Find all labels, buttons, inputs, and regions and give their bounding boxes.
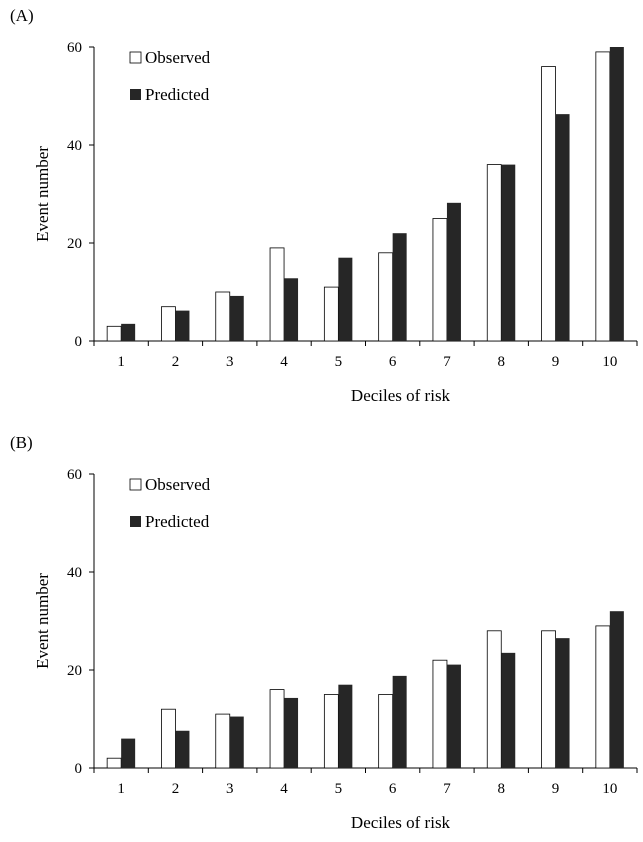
bar-observed xyxy=(161,708,176,769)
legend-label-predicted: Predicted xyxy=(145,512,210,531)
bar-observed xyxy=(215,291,231,342)
x-axis-title: Deciles of risk xyxy=(351,386,451,405)
y-tick-label: 20 xyxy=(67,663,82,679)
legend-swatch-observed xyxy=(129,478,142,491)
x-tick-label: 5 xyxy=(335,781,343,797)
x-tick-label: 2 xyxy=(172,781,180,797)
bar-observed xyxy=(486,164,502,342)
bar-predicted xyxy=(501,164,516,341)
bar-predicted xyxy=(229,295,244,341)
bar-predicted xyxy=(392,233,407,341)
bar-observed xyxy=(595,625,611,769)
bar-observed xyxy=(269,689,285,769)
bar-predicted xyxy=(338,257,353,341)
x-tick-label: 6 xyxy=(389,354,397,370)
x-tick-label: 10 xyxy=(602,354,617,370)
x-tick-label: 9 xyxy=(552,781,560,797)
x-tick-label: 7 xyxy=(443,781,451,797)
bar-observed xyxy=(432,659,448,769)
legend-swatch-observed xyxy=(129,51,142,64)
x-tick-label: 5 xyxy=(335,354,343,370)
chart-panel-b: (B) 0 20 40 60 1 2 3 4 5 6 7 8 9 10 Deciles of risk Eve… xyxy=(0,427,643,842)
x-tick-label: 8 xyxy=(498,781,506,797)
panel-label: (B) xyxy=(10,433,33,452)
bar-observed xyxy=(323,694,339,769)
bar-observed xyxy=(106,325,122,342)
legend-label-predicted: Predicted xyxy=(145,85,210,104)
x-tick-label: 9 xyxy=(552,354,560,370)
x-axis-title: Deciles of risk xyxy=(351,813,451,832)
y-tick-label: 20 xyxy=(67,236,82,252)
y-tick-label: 60 xyxy=(67,467,82,483)
bar-predicted xyxy=(446,664,461,768)
bar-observed xyxy=(486,630,502,769)
y-tick-label: 40 xyxy=(67,138,82,154)
x-tick-label: 4 xyxy=(280,354,288,370)
bar-observed xyxy=(378,694,394,769)
bar-predicted xyxy=(555,114,570,341)
bar-predicted xyxy=(446,202,461,341)
legend-swatch-predicted xyxy=(130,516,141,527)
bar-predicted xyxy=(338,684,353,768)
x-tick-label: 1 xyxy=(117,354,125,370)
x-tick-label: 10 xyxy=(602,781,617,797)
y-tick-label: 0 xyxy=(75,761,83,777)
legend-label-observed: Observed xyxy=(145,475,211,494)
x-tick-label: 3 xyxy=(226,354,234,370)
y-tick-label: 0 xyxy=(75,334,83,350)
bar-observed xyxy=(269,247,285,342)
bar-observed xyxy=(106,757,122,769)
bar-predicted xyxy=(501,652,516,768)
bar-predicted xyxy=(121,738,136,768)
x-tick-label: 8 xyxy=(498,354,506,370)
x-tick-label: 6 xyxy=(389,781,397,797)
panel-label: (A) xyxy=(10,6,34,25)
bar-observed xyxy=(541,630,556,769)
y-tick-label: 60 xyxy=(67,40,82,56)
bar-observed xyxy=(323,286,339,342)
x-tick-label: 2 xyxy=(172,354,180,370)
y-axis-title: Event number xyxy=(33,146,52,242)
bar-predicted xyxy=(609,611,624,768)
bar-predicted xyxy=(175,730,190,768)
y-axis-title: Event number xyxy=(33,573,52,669)
legend-swatch-predicted xyxy=(130,89,141,100)
bar-observed xyxy=(595,51,611,342)
bar-predicted xyxy=(284,278,299,341)
bar-observed xyxy=(215,713,231,769)
bar-observed xyxy=(161,306,176,342)
x-tick-label: 4 xyxy=(280,781,288,797)
bar-predicted xyxy=(392,675,407,768)
bar-observed xyxy=(541,66,556,342)
bar-observed xyxy=(432,218,448,342)
x-tick-label: 3 xyxy=(226,781,234,797)
x-tick-label: 7 xyxy=(443,354,451,370)
chart-panel-a: (A) 0 20 40 60 1 2 3 4 5 6 7 8 9 10 Deciles of risk Eve… xyxy=(0,0,643,415)
y-tick-label: 40 xyxy=(67,565,82,581)
bar-predicted xyxy=(555,638,570,768)
legend-label-observed: Observed xyxy=(145,48,211,67)
bar-chart: 0 20 40 60 1 2 3 4 5 6 7 8 9 10 Deciles of risk Event n… xyxy=(33,40,638,405)
bar-observed xyxy=(378,252,394,342)
bar-predicted xyxy=(284,697,299,768)
bar-predicted xyxy=(609,47,624,341)
bar-predicted xyxy=(121,323,136,341)
bar-chart: 0 20 40 60 1 2 3 4 5 6 7 8 9 10 Deciles of risk Event n… xyxy=(33,467,638,832)
bar-predicted xyxy=(229,716,244,768)
x-tick-label: 1 xyxy=(117,781,125,797)
bar-predicted xyxy=(175,310,190,341)
